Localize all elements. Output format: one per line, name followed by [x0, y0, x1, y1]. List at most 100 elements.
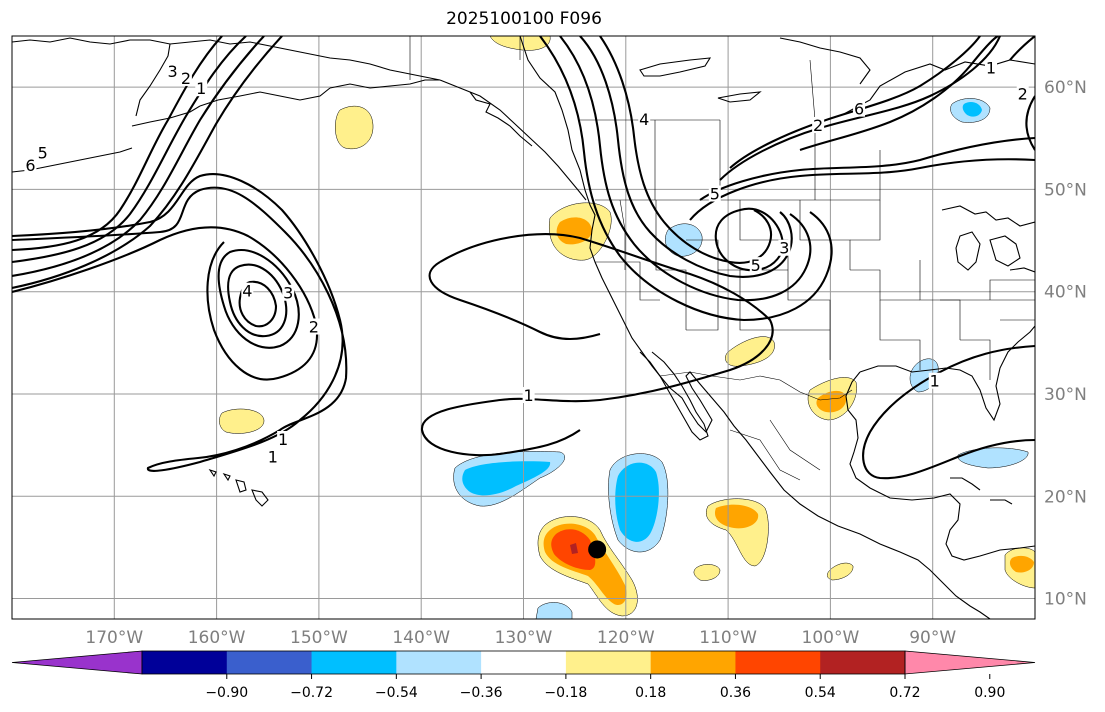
positive-anomaly-patch	[693, 564, 721, 581]
contour-label-background	[36, 144, 49, 161]
contour-label: 4	[639, 110, 649, 129]
contour-7	[12, 36, 247, 264]
colorbar-bin	[650, 651, 736, 674]
contour-label: 3	[283, 284, 293, 303]
contour-24	[862, 344, 1035, 480]
latitude-tick-label: 60°N	[1044, 78, 1087, 98]
colorbar-bin	[311, 651, 397, 674]
latitude-tick-label: 30°N	[1044, 385, 1087, 405]
negative-anomaly-patch	[957, 447, 1029, 469]
colorbar-bin	[142, 651, 228, 674]
latitude-tick-label: 10°N	[1044, 590, 1087, 610]
contour-label-background	[282, 284, 295, 301]
contour-label-background	[266, 448, 279, 465]
positive-anomaly-patch	[725, 336, 775, 367]
contour-label: 6	[854, 100, 864, 119]
positive-anomaly-patch	[1009, 555, 1034, 573]
colorbar-bin	[820, 651, 906, 674]
colorbar: −0.90 −0.72 −0.54 −0.36 −0.18 0.18 0.36 0.54 0.7…	[11, 650, 1036, 701]
contour-18	[689, 158, 1035, 221]
colorbar-bin	[396, 651, 482, 674]
colorbar-bin	[565, 651, 652, 674]
contour-17	[699, 136, 1035, 201]
contour-label: 5	[710, 185, 720, 204]
storm-position-marker	[588, 540, 607, 559]
contour-label-background	[522, 387, 535, 404]
latitude-tick-label: 50°N	[1044, 180, 1087, 200]
contour-label-background	[24, 156, 37, 173]
longitude-tick-label: 90°W	[909, 628, 956, 648]
longitude-tick-label: 160°W	[188, 628, 246, 648]
contour-9	[12, 36, 283, 290]
contour-label: 1	[268, 447, 278, 466]
longitude-labels: 170°W 160°W 150°W 140°W 130°W 120°W 110°W 100°W…	[85, 628, 956, 648]
contour-label: 5	[751, 256, 761, 275]
positive-anomaly-patch	[714, 504, 759, 529]
contour-14	[539, 36, 833, 322]
colorbar-tick-label: 0.90	[974, 685, 1005, 701]
latitude-tick-label: 20°N	[1044, 487, 1087, 507]
contour-21	[799, 36, 999, 151]
colorbar-bin	[226, 651, 313, 674]
contour-label: 2	[813, 116, 823, 135]
contour-label-background	[812, 117, 825, 134]
colorbar-tick-label: 0.18	[635, 685, 666, 701]
positive-anomaly-patch	[335, 105, 374, 150]
contour-label: 6	[25, 156, 35, 175]
contour-label: 1	[930, 372, 940, 391]
contour-label-background	[166, 62, 179, 79]
colorbar-tick-label: −0.72	[290, 685, 333, 701]
colorbar-tick-label: −0.90	[205, 685, 248, 701]
contour-label: 4	[242, 282, 252, 301]
contour-lines	[12, 36, 1035, 480]
map-title: 2025100100 F096	[446, 9, 602, 29]
positive-anomaly-patch	[816, 390, 847, 413]
contour-label-background	[778, 239, 791, 256]
contour-label: 2	[1018, 84, 1028, 103]
contour-label-background	[853, 100, 866, 117]
colorbar-extend-min	[11, 650, 143, 675]
colorbar-tick-label: 0.72	[889, 685, 920, 701]
contour-label: 3	[168, 62, 178, 81]
latitude-tick-label: 40°N	[1044, 283, 1087, 303]
contour-22	[1025, 95, 1035, 151]
contour-label-background	[985, 59, 998, 76]
contour-6	[12, 36, 223, 252]
positive-anomaly-patch	[827, 562, 854, 581]
contour-23	[1009, 36, 1035, 61]
contour-label: 1	[986, 59, 996, 78]
contour-label-background	[638, 110, 651, 127]
contour-19	[719, 36, 1001, 181]
political-borders	[409, 36, 1035, 481]
longitude-tick-label: 120°W	[597, 628, 655, 648]
contour-label-background	[179, 69, 192, 86]
contour-label-background	[1016, 85, 1029, 102]
contour-label: 2	[309, 318, 319, 337]
contour-1	[12, 173, 348, 472]
contour-label: 3	[779, 239, 789, 258]
colorbar-bin	[481, 651, 567, 674]
longitude-tick-label: 170°W	[85, 628, 143, 648]
contour-label-background	[928, 372, 941, 389]
positive-anomaly-patch	[556, 217, 592, 245]
contour-label: 5	[38, 144, 48, 163]
contour-label-background	[241, 282, 254, 299]
map-frame	[11, 35, 1036, 620]
contour-8	[12, 36, 265, 278]
contour-label: 1	[196, 79, 206, 98]
positive-anomaly-patch	[570, 543, 578, 554]
contour-2	[12, 226, 319, 381]
negative-anomaly-patch	[462, 461, 551, 496]
contour-label-background	[195, 80, 208, 97]
colorbar-tick-label: −0.54	[375, 685, 418, 701]
contour-label-background	[277, 431, 290, 448]
contour-label-background	[708, 185, 721, 202]
colorbar-bin	[735, 651, 821, 674]
longitude-tick-label: 150°W	[290, 628, 348, 648]
colorbar-tick-label: 0.36	[720, 685, 751, 701]
contour-label: 1	[524, 386, 534, 405]
contour-label-background	[749, 257, 762, 274]
positive-anomaly-patch	[219, 408, 265, 434]
